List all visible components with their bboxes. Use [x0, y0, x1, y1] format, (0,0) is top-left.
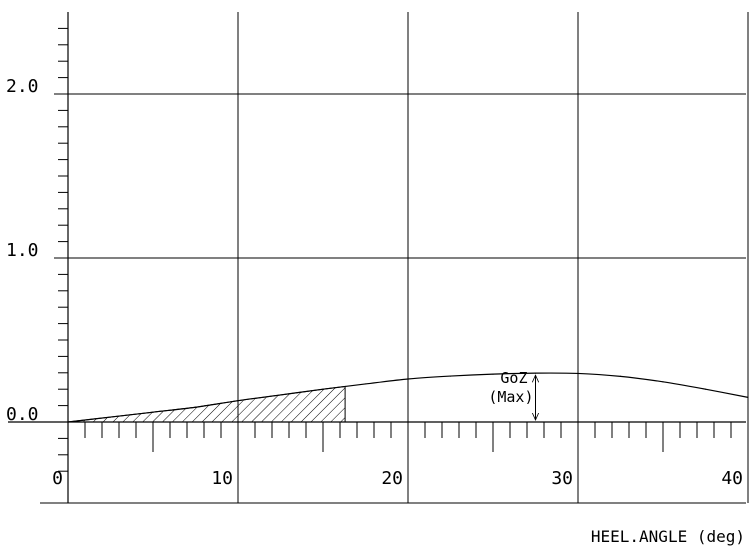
- data-point: [449, 375, 452, 377]
- annotations: GoZ (Max): [488, 369, 535, 420]
- data-point: [364, 383, 367, 385]
- data-point: [662, 381, 664, 383]
- x-tick-label: 10: [211, 468, 233, 489]
- x-tick-label: 30: [551, 468, 573, 489]
- data-point: [152, 411, 154, 413]
- tick-marks: [54, 27, 749, 472]
- data-point: [67, 421, 69, 423]
- tick-labels: 0 10 20 30 40 0.0 1.0 2.0: [6, 76, 743, 489]
- y-tick-label: 1.0: [6, 240, 39, 261]
- annotation-max: (Max): [488, 388, 533, 406]
- x-tick-label: 20: [381, 468, 403, 489]
- data-point: [492, 373, 494, 375]
- data-point: [194, 406, 197, 408]
- data-point: [534, 372, 537, 374]
- series-layer: [67, 372, 749, 423]
- data-point: [619, 375, 622, 378]
- data-point: [279, 394, 282, 396]
- y-tick-label: 2.0: [6, 76, 39, 97]
- data-point: [407, 378, 409, 380]
- data-point: [109, 416, 112, 418]
- y-tick-label: 0.0: [6, 404, 39, 425]
- x-tick-label: 0: [52, 468, 63, 489]
- x-axis-label: HEEL.ANGLE (deg): [591, 527, 745, 546]
- data-point: [577, 372, 579, 375]
- data-point: [704, 388, 707, 390]
- x-tick-label: 40: [721, 468, 743, 489]
- data-point: [322, 388, 324, 390]
- data-point: [237, 400, 239, 402]
- data-point: [747, 396, 749, 398]
- annotation-goz: GoZ: [500, 369, 527, 387]
